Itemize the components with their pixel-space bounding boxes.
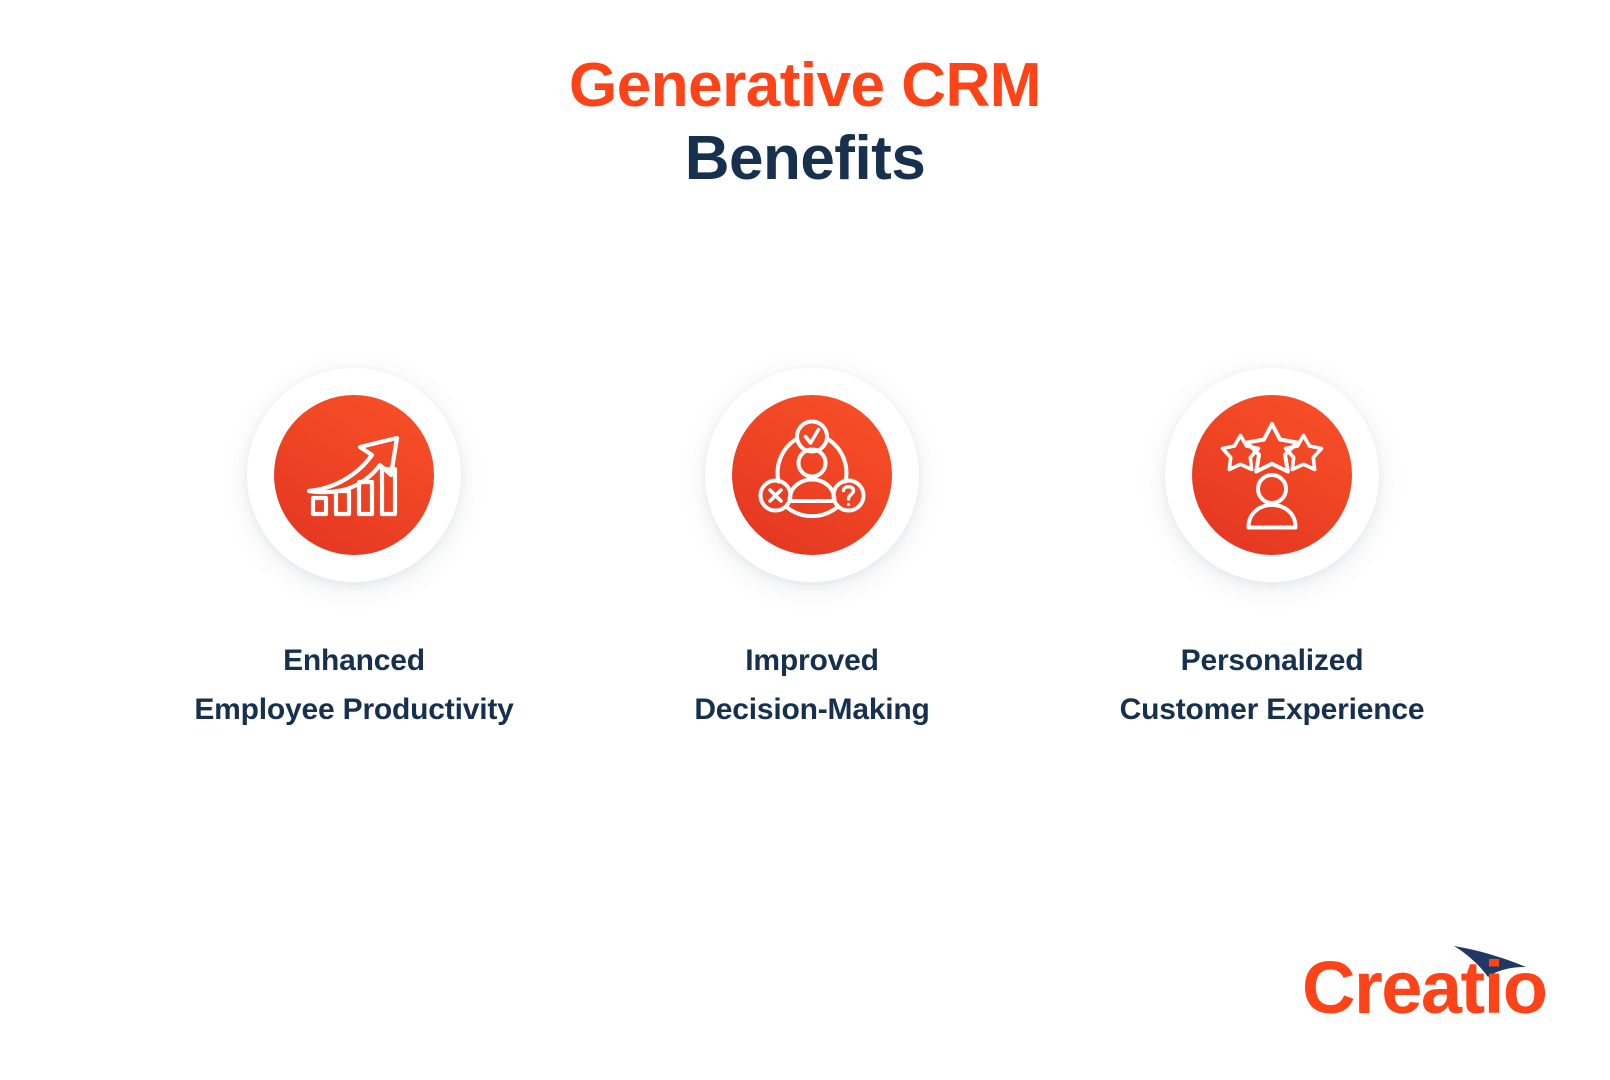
benefit-item-decision-making: Improved Decision-Making [577, 368, 1047, 734]
benefit-label-decision-making: Improved Decision-Making [694, 644, 930, 726]
benefit-label-productivity: Enhanced Employee Productivity [194, 644, 514, 726]
title-line-benefits: Benefits [684, 124, 926, 194]
decision-person-network-icon [732, 395, 892, 555]
benefit-item-customer-experience: Personalized Customer Experience [1037, 368, 1507, 734]
benefit-icon-ring-2 [705, 368, 919, 582]
benefits-row: Enhanced Employee Productivity [0, 368, 1610, 734]
growth-chart-arrow-icon [274, 395, 434, 555]
benefit-icon-ring-3 [1165, 368, 1379, 582]
creatio-logo: Creatio [1302, 937, 1552, 1032]
page-title: Generative CRM Benefits [0, 51, 1610, 198]
benefit-item-productivity: Enhanced Employee Productivity [119, 368, 589, 734]
person-three-stars-icon [1192, 395, 1352, 555]
benefit-icon-ring-1 [247, 368, 461, 582]
title-line-generative-crm: Generative CRM [569, 51, 1041, 120]
creatio-wordmark-text: Creatio [1302, 946, 1546, 1029]
benefit-label-customer-experience: Personalized Customer Experience [1119, 644, 1425, 726]
